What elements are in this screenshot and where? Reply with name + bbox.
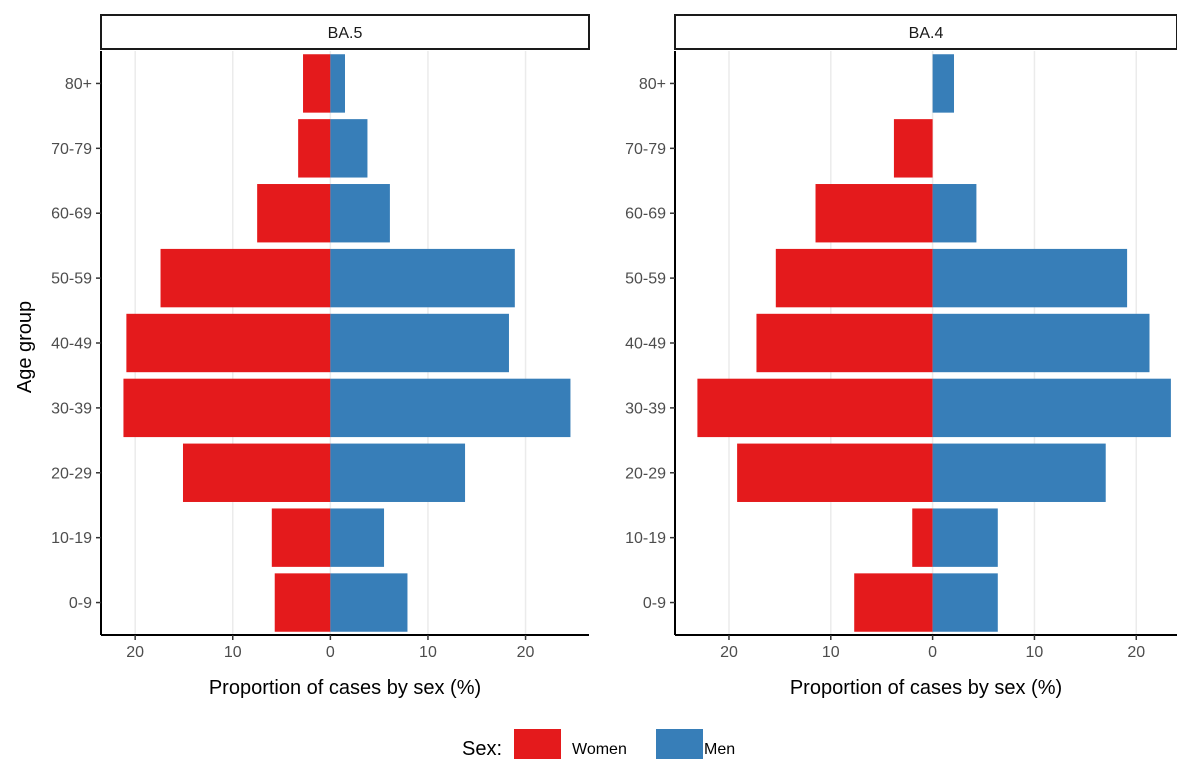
- y-tick-label: 30-39: [625, 400, 666, 417]
- panel-1: BA.4 0-9 10-19 20-29 30-39 40-49 50-59 60-69 70-…: [625, 14, 1177, 699]
- x-tick-label: 0: [326, 644, 335, 661]
- legend-key-women: [514, 729, 561, 759]
- strip-label: BA.4: [909, 25, 944, 42]
- bar-women-30-39: [123, 378, 331, 438]
- y-tick-label: 80+: [65, 76, 92, 93]
- x-tick-label: 20: [720, 644, 738, 661]
- y-tick-label: 40-49: [51, 336, 92, 353]
- panel-0: BA.5 0-9 10-19 20-29 30-39 40-49 50-59 60-69 70-…: [51, 14, 590, 699]
- y-tick-label: 0-9: [69, 595, 92, 612]
- legend-key-men: [656, 729, 703, 759]
- bar-men-0-9: [932, 573, 998, 632]
- bar-women-0-9: [274, 573, 331, 632]
- bar-men-40-49: [932, 313, 1150, 373]
- y-tick-label: 20-29: [51, 465, 92, 482]
- y-tick-label: 70-79: [51, 141, 92, 158]
- bar-women-50-59: [775, 248, 933, 308]
- y-axis-title: Age group: [14, 301, 36, 393]
- legend: Sex: Women Men: [462, 729, 735, 760]
- y-tick-label: 0-9: [643, 595, 666, 612]
- bar-men-30-39: [932, 378, 1171, 438]
- bar-women-40-49: [126, 313, 331, 373]
- legend-label-men: Men: [704, 741, 735, 758]
- bar-men-60-69: [932, 184, 977, 243]
- x-tick-label: 20: [1127, 644, 1145, 661]
- bar-men-60-69: [330, 184, 390, 243]
- bar-men-20-29: [932, 443, 1106, 502]
- bar-women-0-9: [854, 573, 933, 632]
- bar-men-20-29: [330, 443, 466, 502]
- bar-women-70-79: [893, 119, 933, 178]
- x-axis-title: Proportion of cases by sex (%): [790, 677, 1062, 699]
- legend-label-women: Women: [572, 741, 627, 758]
- bar-men-70-79: [330, 119, 368, 178]
- bar-men-80+: [330, 54, 345, 113]
- strip-box: [674, 14, 1177, 50]
- bar-women-80+: [303, 54, 331, 113]
- bar-men-50-59: [932, 248, 1128, 308]
- y-tick-label: 10-19: [625, 530, 666, 547]
- x-tick-label: 10: [1026, 644, 1044, 661]
- y-tick-label: 70-79: [625, 141, 666, 158]
- y-tick-label: 60-69: [625, 206, 666, 223]
- bar-women-10-19: [271, 508, 331, 567]
- bar-men-30-39: [330, 378, 571, 438]
- x-axis-title: Proportion of cases by sex (%): [209, 677, 481, 699]
- y-tick-label: 50-59: [51, 271, 92, 288]
- y-tick-label: 80+: [639, 76, 666, 93]
- x-tick-label: 0: [928, 644, 937, 661]
- bar-men-40-49: [330, 313, 509, 373]
- bar-women-40-49: [756, 313, 933, 373]
- bar-men-50-59: [330, 248, 515, 308]
- strip-label: BA.5: [328, 25, 363, 42]
- bar-women-60-69: [257, 184, 331, 243]
- x-tick-label: 20: [126, 644, 144, 661]
- bar-men-80+: [932, 54, 955, 113]
- bar-women-60-69: [815, 184, 933, 243]
- x-tick-label: 10: [224, 644, 242, 661]
- panels: BA.5 0-9 10-19 20-29 30-39 40-49 50-59 60-69 70-…: [51, 14, 1177, 699]
- x-tick-label: 20: [517, 644, 535, 661]
- y-tick-label: 40-49: [625, 336, 666, 353]
- legend-title: Sex:: [462, 738, 502, 760]
- bar-women-20-29: [182, 443, 331, 502]
- bar-women-30-39: [697, 378, 933, 438]
- bar-women-70-79: [298, 119, 331, 178]
- bar-men-10-19: [330, 508, 385, 567]
- bar-men-0-9: [330, 573, 408, 632]
- bar-women-20-29: [737, 443, 933, 502]
- y-tick-label: 50-59: [625, 271, 666, 288]
- y-tick-label: 10-19: [51, 530, 92, 547]
- bar-men-10-19: [932, 508, 998, 567]
- y-tick-label: 20-29: [625, 465, 666, 482]
- x-tick-label: 10: [822, 644, 840, 661]
- y-tick-label: 30-39: [51, 400, 92, 417]
- y-tick-label: 60-69: [51, 206, 92, 223]
- bar-women-10-19: [912, 508, 933, 567]
- strip-box: [100, 14, 590, 50]
- bar-women-50-59: [160, 248, 331, 308]
- x-tick-label: 10: [419, 644, 437, 661]
